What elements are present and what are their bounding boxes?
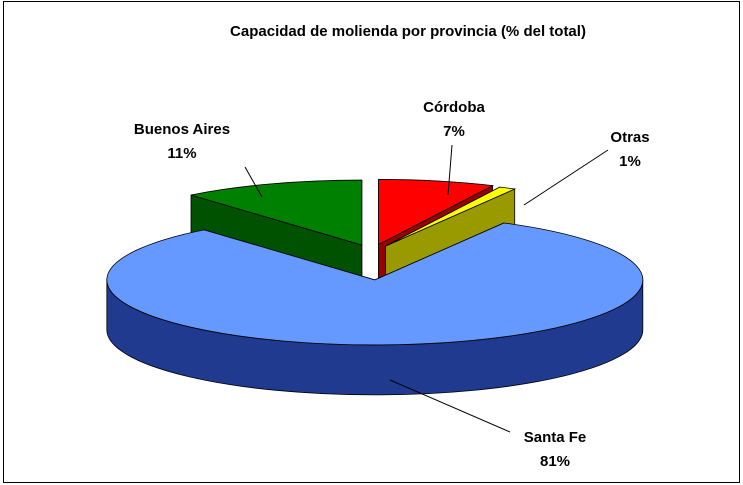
slice-label: Otras — [610, 129, 649, 146]
leader-line — [523, 149, 609, 206]
chart-title: Capacidad de molienda por provincia (% d… — [230, 23, 586, 40]
slice-label: Córdoba — [423, 99, 485, 116]
value-label: 81% — [540, 453, 570, 470]
value-label: 1% — [619, 153, 641, 170]
slice-label: Santa Fe — [524, 429, 587, 446]
slice — [385, 186, 517, 247]
slice — [106, 222, 644, 346]
slice-label: Buenos Aires — [134, 121, 230, 138]
value-label: 11% — [167, 145, 196, 162]
leader-line — [447, 144, 453, 196]
slice — [190, 179, 363, 246]
chart-frame — [3, 1, 740, 483]
leader-line — [389, 379, 511, 433]
value-label: 7% — [443, 123, 465, 140]
slice — [378, 179, 495, 246]
leader-line — [244, 166, 263, 198]
